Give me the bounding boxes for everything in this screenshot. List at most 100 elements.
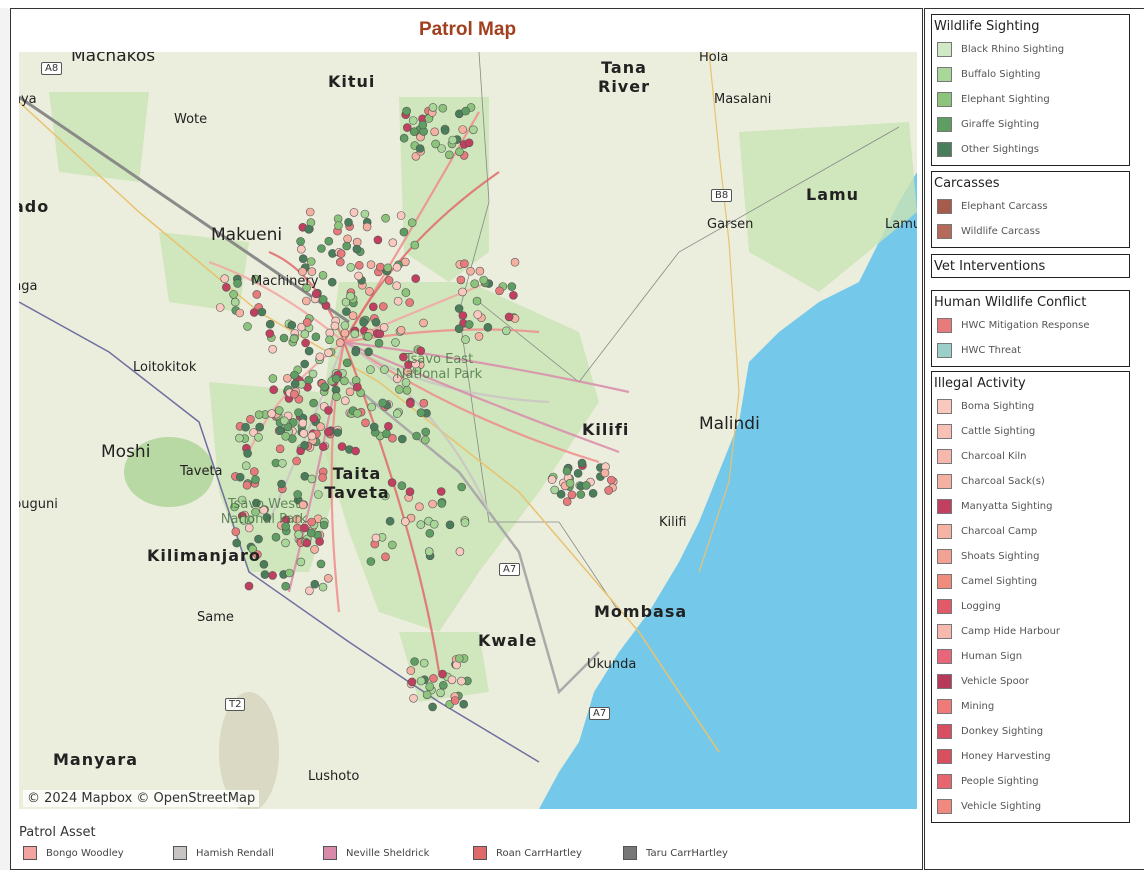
legend-item[interactable]: HWC Mitigation Response (932, 313, 1129, 338)
legend-title: Vet Interventions (934, 259, 1046, 274)
sighting-marker (576, 490, 586, 499)
sighting-marker (380, 365, 389, 374)
patrol-asset-label: Hamish Rendall (196, 847, 274, 859)
legend-item[interactable]: Shoats Sighting (932, 544, 1129, 569)
patrol-asset-item[interactable]: Hamish Rendall (173, 846, 274, 860)
sighting-marker (479, 275, 489, 285)
sighting-marker (318, 271, 328, 280)
sighting-marker (407, 677, 417, 687)
legend-item[interactable]: Charcoal Camp (932, 519, 1129, 544)
sighting-marker (259, 559, 269, 569)
legend-item[interactable]: People Sighting (932, 769, 1129, 794)
sighting-marker (382, 429, 391, 439)
sighting-marker (298, 500, 308, 510)
patrol-track (343, 340, 620, 454)
sighting-marker (307, 474, 317, 484)
sighting-marker (252, 290, 262, 299)
legend-item[interactable]: Honey Harvesting (932, 744, 1129, 769)
sighting-marker (316, 422, 325, 432)
legend-label: Buffalo Sighting (961, 69, 1041, 80)
sighting-marker (302, 538, 312, 548)
sighting-marker (581, 481, 591, 490)
sighting-marker (305, 207, 315, 217)
sighting-marker (233, 279, 242, 288)
legend-item[interactable]: Human Sign (932, 644, 1129, 669)
legend-item[interactable]: Charcoal Sack(s) (932, 469, 1129, 494)
sighting-marker (251, 274, 260, 284)
sighting-marker (342, 307, 351, 316)
map-attribution[interactable]: © 2024 Mapbox © OpenStreetMap (23, 790, 260, 807)
legend-swatch (937, 424, 952, 439)
sighting-marker (342, 358, 352, 368)
sighting-marker (340, 396, 350, 406)
place-label: Loitokitok (133, 360, 197, 375)
sighting-marker (428, 103, 438, 112)
sighting-marker (375, 329, 385, 339)
map-canvas[interactable] (19, 52, 917, 809)
legend-item[interactable]: Logging (932, 594, 1129, 619)
sighting-marker (366, 557, 376, 566)
legend-item[interactable]: Elephant Sighting (932, 87, 1129, 112)
place-label: Kilifi (582, 420, 630, 439)
legend-item[interactable]: Mining (932, 694, 1129, 719)
patrol-asset-item[interactable]: Neville Sheldrick (323, 846, 429, 860)
legend-swatch (937, 774, 952, 789)
legend-label: Charcoal Kiln (961, 451, 1027, 462)
sighting-marker (244, 581, 254, 591)
sighting-marker (265, 329, 275, 338)
place-label: nga (19, 279, 38, 294)
patrol-asset-item[interactable]: Roan CarrHartley (473, 846, 582, 860)
legend-item[interactable]: Camp Hide Harbour (932, 619, 1129, 644)
patrol-asset-item[interactable]: Taru CarrHartley (623, 846, 728, 860)
legend-item[interactable]: Other Sightings (932, 137, 1129, 162)
patrol-asset-swatch (323, 846, 337, 860)
legend-label: Cattle Sighting (961, 426, 1036, 437)
sighting-marker (470, 279, 480, 288)
sighting-marker (300, 329, 310, 339)
sighting-marker (604, 486, 613, 495)
map-view[interactable]: Machakos Kitui Tana River Hola Masalani Wote M… (19, 52, 917, 809)
legend-item[interactable]: Wildlife Carcass (932, 219, 1129, 244)
sighting-marker (299, 429, 309, 438)
legend-item[interactable]: Giraffe Sighting (932, 112, 1129, 137)
sighting-marker (298, 254, 308, 263)
legend-item[interactable]: Black Rhino Sighting (932, 37, 1129, 62)
legend-item[interactable]: HWC Threat (932, 338, 1129, 363)
patrol-map-panel: Patrol Map Machakos Kitui Tana River Hola Ma… (10, 8, 923, 870)
place-label: Garsen (707, 217, 754, 232)
legend-item[interactable]: Donkey Sighting (932, 719, 1129, 744)
sighting-marker (409, 127, 419, 136)
sighting-marker (230, 502, 239, 512)
patrol-asset-label: Taru CarrHartley (646, 847, 728, 859)
sighting-marker (335, 257, 345, 267)
sighting-marker (457, 676, 466, 686)
sighting-marker (438, 103, 448, 113)
legend-label: Donkey Sighting (961, 726, 1044, 737)
legend-item[interactable]: Cattle Sighting (932, 419, 1129, 444)
legend-item[interactable]: Boma Sighting (932, 394, 1129, 419)
sighting-marker (371, 317, 381, 327)
sighting-marker (378, 398, 388, 408)
sighting-marker (369, 422, 379, 432)
patrol-asset-label: Roan CarrHartley (496, 847, 582, 859)
patrol-asset-legend: Patrol Asset Bongo Woodley Hamish Rendall… (19, 825, 899, 865)
patrol-asset-swatch (23, 846, 37, 860)
sighting-marker (241, 461, 251, 471)
legend-item[interactable]: Camel Sighting (932, 569, 1129, 594)
legend-label: Wildlife Carcass (961, 226, 1041, 237)
legend-item[interactable]: Elephant Carcass (932, 194, 1129, 219)
legend-item[interactable]: Vehicle Spoor (932, 669, 1129, 694)
legend-item[interactable]: Charcoal Kiln (932, 444, 1129, 469)
sighting-marker (407, 218, 417, 227)
sighting-marker (294, 408, 303, 417)
place-label: Same (197, 610, 234, 625)
sighting-marker (325, 335, 334, 345)
legend-item[interactable]: Buffalo Sighting (932, 62, 1129, 87)
patrol-asset-label: Neville Sheldrick (346, 847, 430, 859)
road-shield: B8 (711, 189, 733, 202)
legend-item[interactable]: Manyatta Sighting (932, 494, 1129, 519)
sighting-marker (444, 150, 454, 160)
sighting-marker (464, 138, 474, 148)
patrol-asset-item[interactable]: Bongo Woodley (23, 846, 124, 860)
legend-item[interactable]: Vehicle Sighting (932, 794, 1129, 819)
